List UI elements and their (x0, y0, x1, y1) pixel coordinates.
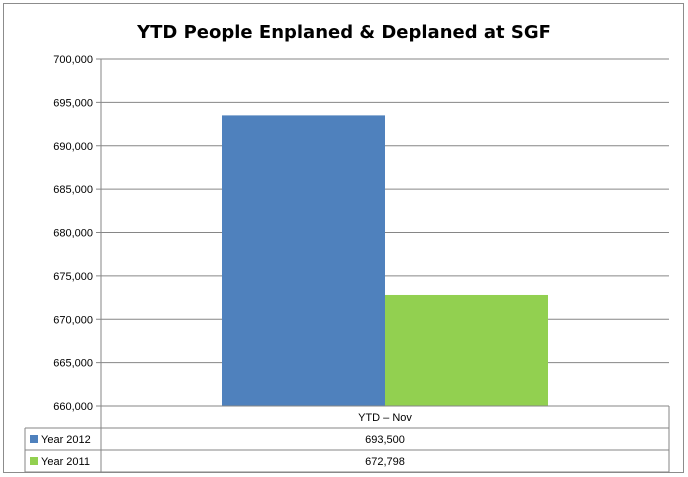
chart-area: YTD People Enplaned & Deplaned at SGF 66… (3, 3, 684, 473)
legend-label: Year 2011 (41, 456, 90, 468)
y-tick-label: 685,000 (53, 184, 93, 196)
y-tick-label: 675,000 (53, 271, 93, 283)
y-tick-label: 695,000 (53, 97, 93, 109)
data-table: YTD – Nov Year 2012 693,500 Year 2011 672,79… (24, 405, 670, 473)
y-tick-label: 660,000 (53, 401, 93, 413)
bars (222, 115, 548, 406)
y-tick-label: 665,000 (53, 358, 93, 370)
bar-chart: YTD People Enplaned & Deplaned at SGF 66… (24, 22, 670, 473)
y-axis-ticks: 660,000 665,000 670,000 675,000 680,000 685,0… (53, 54, 102, 413)
legend-label: Year 2012 (41, 434, 91, 446)
legend-key (30, 435, 38, 443)
y-tick-label: 700,000 (53, 54, 93, 66)
y-tick-label: 690,000 (53, 141, 93, 153)
data-table-value: 672,798 (365, 456, 405, 468)
data-table-value: 693,500 (365, 434, 405, 446)
bar-year-2012 (222, 115, 385, 406)
category-label: YTD – Nov (358, 412, 412, 424)
bar-year-2011 (385, 294, 548, 406)
chart-title: YTD People Enplaned & Deplaned at SGF (136, 22, 551, 43)
y-tick-label: 670,000 (53, 314, 93, 326)
legend-key (30, 457, 38, 465)
y-tick-label: 680,000 (53, 228, 93, 240)
